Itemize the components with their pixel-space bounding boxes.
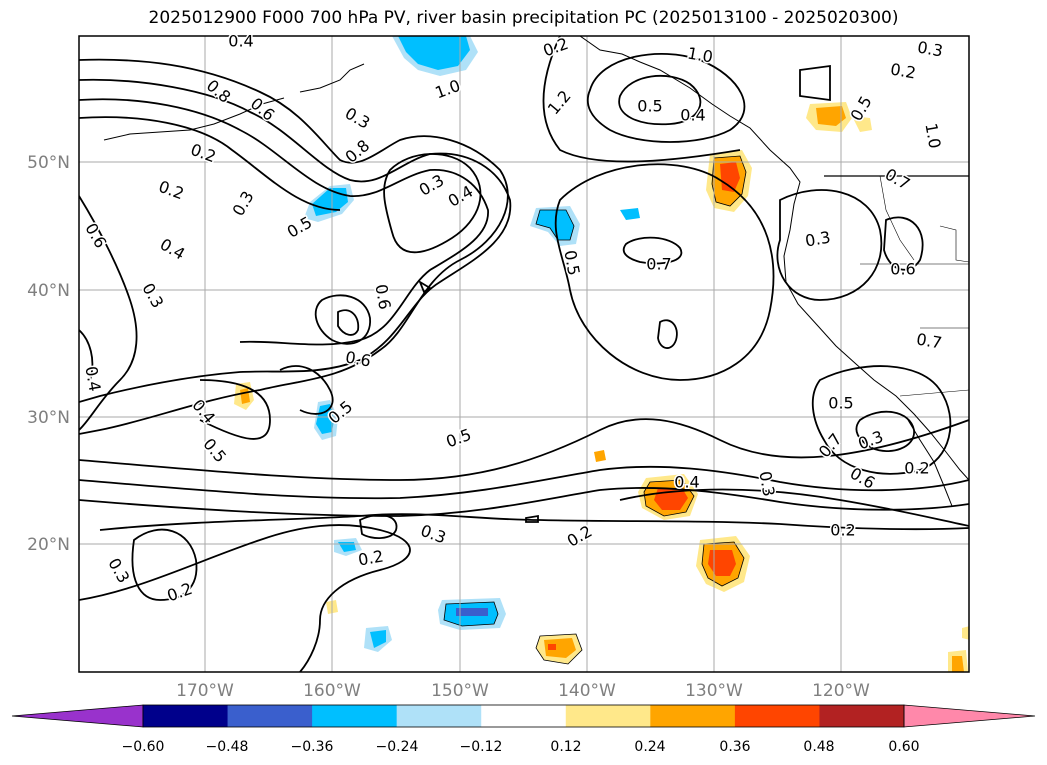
colorbar-extend-min [11, 704, 144, 728]
contour-label: 0.5 [560, 249, 583, 277]
gridlines [79, 36, 969, 672]
colorbar-tick: 0.12 [550, 739, 581, 755]
latitude-labels: 50°N 40°N 30°N 20°N [27, 153, 70, 555]
colorbar-segment [819, 705, 905, 727]
colorbar-tick: 0.36 [719, 739, 750, 755]
colorbar-segment [143, 705, 229, 727]
contour-label: 0.7 [646, 255, 671, 274]
colorbar-ticks: −0.60 −0.48 −0.36 −0.24 −0.12 0.12 0.24 … [122, 739, 920, 755]
lon-label-150w: 150°W [431, 681, 489, 701]
contour-label: 0.2 [830, 521, 855, 540]
colorbar-segment [734, 705, 820, 727]
map-frame [78, 35, 970, 673]
lat-label-50n: 50°N [27, 153, 70, 173]
lat-label-20n: 20°N [27, 535, 70, 555]
lon-label-120w: 120°W [812, 681, 870, 701]
colorbar [11, 704, 1036, 728]
lon-label-130w: 130°W [685, 681, 743, 701]
colorbar-frame [142, 704, 905, 728]
colorbar-tick: −0.12 [460, 739, 503, 755]
lon-label-140w: 140°W [558, 681, 616, 701]
lat-label-40n: 40°N [27, 281, 70, 301]
colorbar-tick: −0.24 [376, 739, 419, 755]
contour-label: 0.4 [680, 106, 705, 125]
contour-label: 0.2 [889, 59, 917, 82]
contour-label: 0.4 [228, 32, 253, 51]
colorbar-tick: −0.60 [122, 739, 165, 755]
colorbar-segment [396, 705, 482, 727]
contour-label: 0.2 [904, 459, 929, 478]
colorbar-segment [312, 705, 398, 727]
colorbar-segment [650, 705, 736, 727]
lon-label-160w: 160°W [303, 681, 361, 701]
colorbar-tick: 0.60 [888, 739, 919, 755]
contour-label: 0.6 [890, 260, 915, 279]
colorbar-tick: −0.36 [291, 739, 334, 755]
colorbar-segment [227, 705, 313, 727]
contour-label: 0.5 [828, 394, 853, 413]
pv-contours [79, 36, 969, 672]
map-area [79, 36, 969, 672]
map-title: 2025012900 F000 700 hPa PV, river basin … [148, 8, 899, 28]
colorbar-tick: 0.48 [803, 739, 834, 755]
lon-label-170w: 170°W [176, 681, 234, 701]
colorbar-segment [565, 705, 651, 727]
colorbar-tick: −0.48 [206, 739, 249, 755]
contour-label: 0.3 [916, 37, 944, 60]
contour-label: 0.6 [344, 347, 372, 370]
contour-label: 0.4 [674, 473, 699, 492]
lat-label-30n: 30°N [27, 408, 70, 428]
contour-label: 0.5 [637, 97, 662, 116]
longitude-labels: 170°W 160°W 150°W 140°W 130°W 120°W [176, 681, 870, 701]
colorbar-extend-max [903, 704, 1036, 728]
colorbar-segment [481, 705, 567, 727]
colorbar-tick: 0.24 [634, 739, 665, 755]
